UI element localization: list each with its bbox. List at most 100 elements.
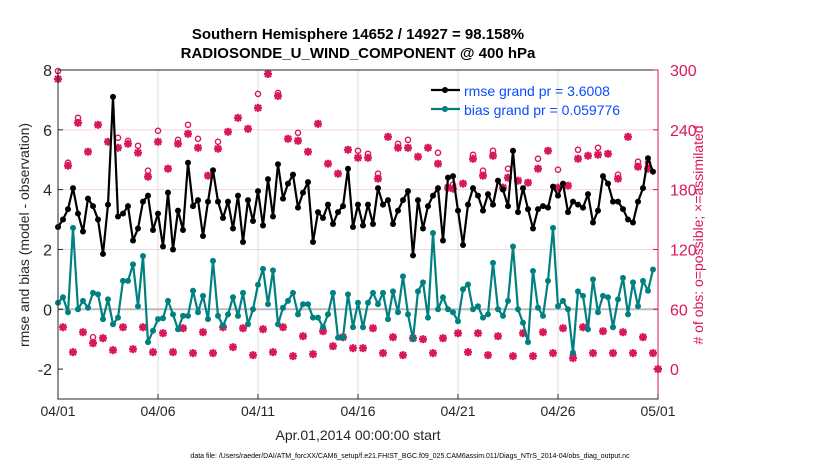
- bias-point: [365, 299, 371, 306]
- obs-possible-marker: [404, 136, 412, 144]
- rmse-point: [395, 207, 401, 214]
- asterisk-stroke: [204, 171, 212, 180]
- bias-point: [315, 314, 321, 321]
- asterisk-stroke: [634, 162, 642, 171]
- asterisk-stroke: [59, 323, 67, 331]
- bias-point: [140, 253, 146, 260]
- obs-assimilated-marker: [284, 134, 292, 143]
- rmse-point: [215, 198, 221, 205]
- rmse-point: [285, 180, 291, 187]
- obs-possible-marker: [194, 135, 202, 143]
- obs-assimilated-marker: [254, 103, 262, 112]
- bias-point: [505, 297, 511, 304]
- obs-assimilated-marker: [544, 146, 552, 155]
- legend: rmse grand pr = 3.6008 bias grand pr = 0…: [431, 83, 620, 118]
- bias-point: [205, 316, 211, 323]
- x-tick-label: 04/26: [540, 403, 575, 419]
- asterisk-stroke: [274, 92, 282, 100]
- rmse-point: [100, 250, 106, 257]
- bias-point: [265, 301, 271, 308]
- rmse-point: [230, 225, 236, 232]
- legend-rmse-label: rmse grand pr = 3.6008: [464, 83, 610, 99]
- asterisk-stroke: [489, 151, 497, 160]
- asterisk-stroke: [129, 345, 137, 353]
- rmse-point: [410, 252, 416, 259]
- bias-point: [300, 301, 306, 308]
- obs-assimilated-marker: [379, 349, 387, 358]
- rmse-point: [105, 201, 111, 208]
- asterisk-stroke: [209, 349, 217, 357]
- obs-assimilated-marker: [109, 346, 117, 355]
- rmse-point: [520, 185, 526, 192]
- obs-assimilated-marker: [329, 342, 337, 351]
- bias-point: [535, 304, 541, 311]
- rmse-point: [415, 197, 421, 204]
- obs-assimilated-marker: [539, 328, 547, 337]
- asterisk-stroke: [464, 348, 472, 356]
- grid: [58, 70, 658, 399]
- asterisk-stroke: [394, 143, 402, 152]
- obs-assimilated-marker: [344, 145, 352, 154]
- obs-possible-marker: [114, 134, 122, 142]
- obs-assimilated-marker: [154, 137, 162, 146]
- rmse-point: [180, 227, 186, 234]
- y-axis-label: rmse and bias (model - observation): [16, 123, 32, 347]
- asterisk-stroke: [419, 335, 427, 343]
- bias-point: [475, 303, 481, 310]
- asterisk-stroke: [189, 349, 197, 357]
- obs-assimilated-marker: [64, 161, 72, 170]
- bias-point: [160, 315, 166, 322]
- asterisk-stroke: [574, 154, 582, 163]
- bias-point: [295, 311, 301, 318]
- obs-assimilated-marker: [129, 345, 137, 354]
- bias-point: [550, 224, 556, 231]
- bias-point: [375, 301, 381, 308]
- asterisk-stroke: [454, 329, 462, 337]
- rmse-point: [615, 198, 621, 205]
- bias-point: [385, 316, 391, 323]
- obs-assimilated-marker: [239, 324, 247, 333]
- asterisk-stroke: [619, 328, 627, 336]
- x-tick-label: 05/01: [640, 403, 675, 419]
- asterisk-stroke: [74, 119, 82, 127]
- obs-assimilated-marker: [629, 349, 637, 358]
- rmse-point: [315, 209, 321, 216]
- obs-assimilated-marker: [259, 325, 267, 334]
- bias-point: [405, 311, 411, 318]
- rmse-point: [65, 206, 71, 213]
- obs-assimilated-marker: [269, 348, 277, 357]
- bias-point: [555, 303, 561, 310]
- x-tick-label: 04/01: [40, 403, 75, 419]
- rmse-point: [485, 191, 491, 198]
- obs-assimilated-marker: [74, 118, 82, 127]
- rmse-point: [420, 225, 426, 232]
- bias-point: [570, 349, 576, 356]
- rmse-point: [175, 207, 181, 214]
- obs-assimilated-marker: [354, 153, 362, 162]
- rmse-point: [170, 246, 176, 253]
- rmse-point: [430, 192, 436, 199]
- obs-assimilated-marker: [424, 143, 432, 152]
- bias-point: [120, 277, 126, 284]
- asterisk-stroke: [79, 328, 87, 336]
- bias-point: [350, 324, 356, 331]
- rmse-point: [580, 204, 586, 211]
- rmse-point: [450, 173, 456, 180]
- rmse-point: [530, 225, 536, 232]
- asterisk-stroke: [374, 174, 382, 183]
- bias-point: [60, 294, 66, 301]
- asterisk-stroke: [239, 324, 247, 332]
- asterisk-stroke: [84, 147, 92, 156]
- obs-assimilated-marker: [364, 153, 372, 162]
- asterisk-stroke: [329, 342, 337, 350]
- obs-assimilated-marker: [224, 127, 232, 136]
- asterisk-stroke: [214, 144, 222, 153]
- obs-assimilated-marker: [94, 120, 102, 129]
- bias-point: [125, 277, 131, 284]
- obs-assimilated-marker: [139, 323, 147, 332]
- rmse-point: [295, 204, 301, 211]
- asterisk-stroke: [254, 104, 262, 112]
- rmse-point: [160, 243, 166, 250]
- obs-possible-marker: [574, 146, 582, 154]
- axis-ticks: 04/01 04/06 04/11 04/16 04/21 04/26 05/0106012…: [38, 63, 697, 419]
